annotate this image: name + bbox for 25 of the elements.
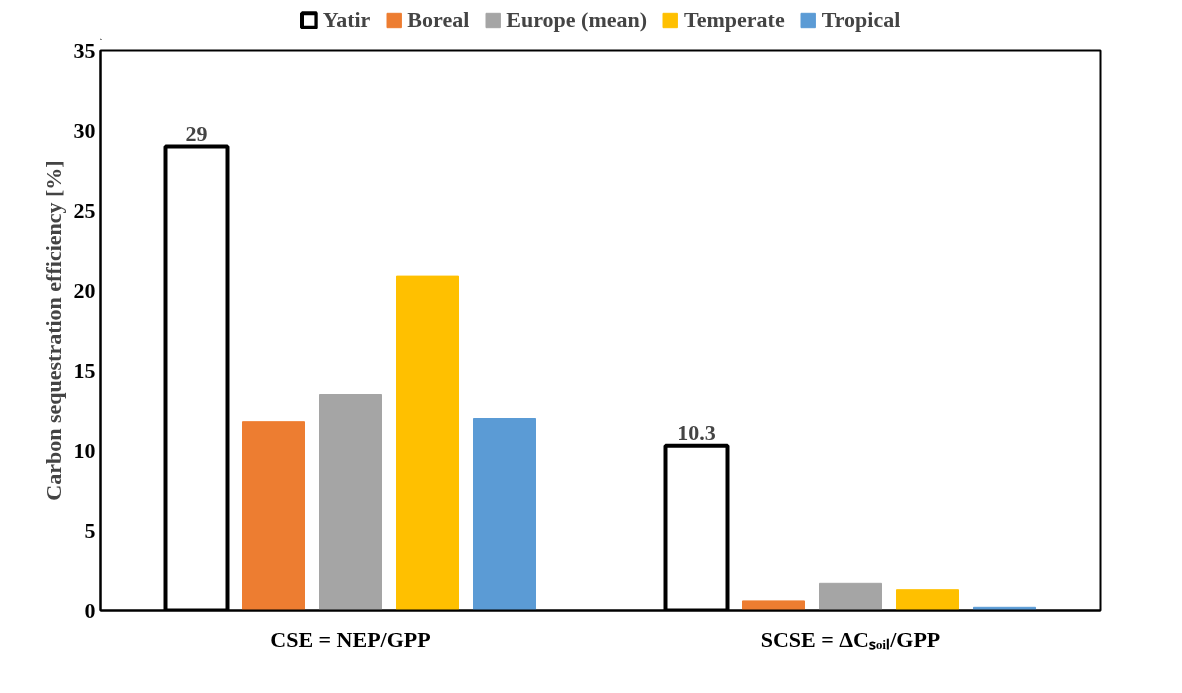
y-tick-label: 10: [73, 437, 96, 463]
legend-label: Temperate: [684, 7, 785, 33]
y-axis-title: Carbon sequestration efficiency [%]: [40, 160, 66, 501]
y-tick-label: 15: [73, 357, 96, 383]
data-label: 29: [185, 120, 208, 146]
bar: [896, 589, 959, 611]
legend-label: Yatir: [322, 7, 371, 33]
bar: [819, 582, 882, 611]
bar: [242, 421, 305, 611]
x-tick-label: SCSE = ΔCₛₒᵢₗ/GPP: [760, 626, 941, 652]
legend-label: Europe (mean): [506, 7, 648, 33]
y-tick-label: 35: [73, 37, 96, 63]
y-tick-label: 20: [73, 277, 96, 303]
bar: [396, 275, 459, 611]
legend-label: Tropical: [821, 7, 901, 33]
y-tick-label: 5: [84, 517, 96, 543]
legend-label: Boreal: [407, 7, 470, 33]
y-tick-label: 25: [73, 197, 96, 223]
y-tick-label: 30: [73, 117, 96, 143]
bar: [473, 418, 536, 611]
bar: [319, 394, 382, 611]
x-tick-label: CSE = NEP/GPP: [270, 626, 431, 652]
data-label: 10.3: [677, 419, 716, 445]
y-tick-label: 0: [84, 597, 96, 623]
bar: [742, 600, 805, 611]
